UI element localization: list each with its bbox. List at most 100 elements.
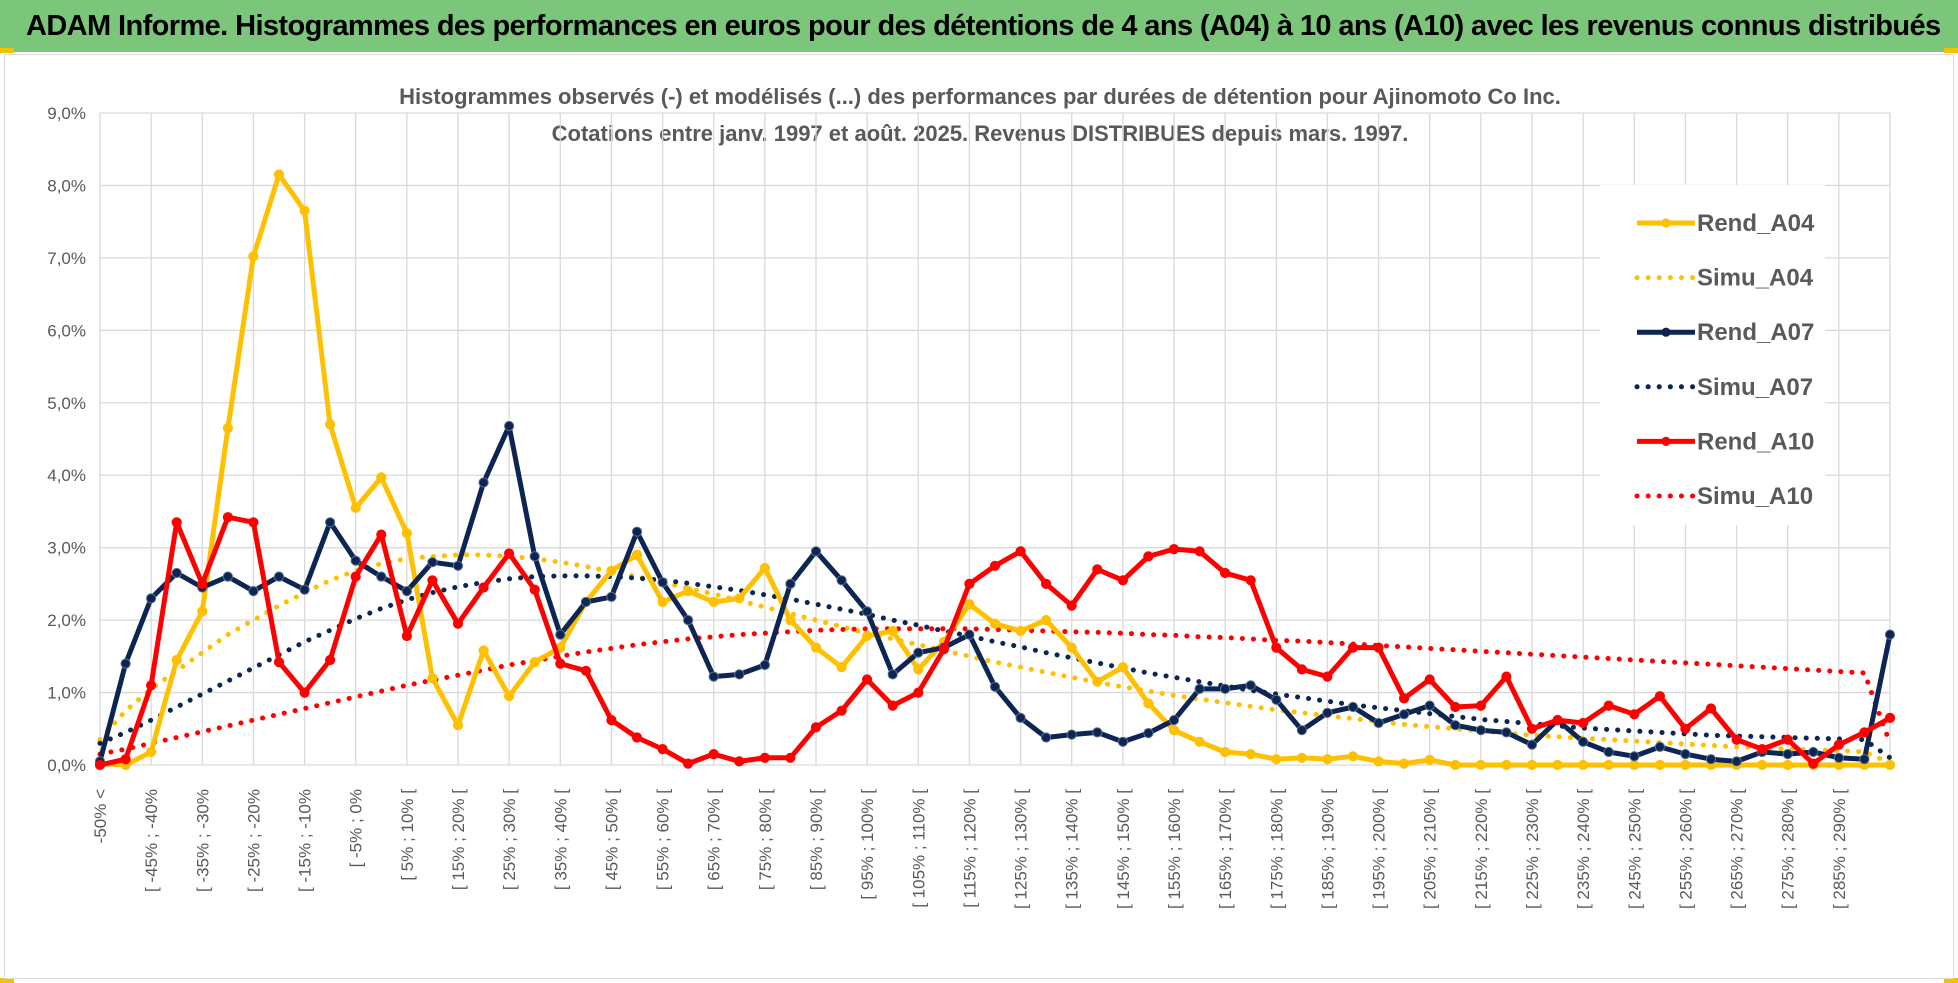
data-point xyxy=(273,169,285,180)
data-point xyxy=(1680,759,1691,771)
x-tick-label: [ 215% ; 220% [ xyxy=(1472,789,1491,909)
data-point xyxy=(401,630,412,642)
chart-area xyxy=(4,54,1954,979)
data-point xyxy=(1757,744,1768,755)
data-point xyxy=(273,657,285,668)
x-tick-label: [ -15% ; -10% xyxy=(296,789,315,892)
x-tick-label: [ -5% ; 0% xyxy=(347,789,366,867)
x-tick-label: [ 275% ; 280% [ xyxy=(1779,789,1798,909)
data-point xyxy=(938,644,950,655)
x-tick-label: [ 55% ; 60% [ xyxy=(654,789,673,890)
data-point xyxy=(708,671,719,682)
data-point xyxy=(1884,712,1896,724)
data-point xyxy=(1475,759,1487,771)
data-point xyxy=(1373,642,1384,653)
data-point xyxy=(631,549,643,561)
legend-box xyxy=(1600,185,1825,525)
data-point xyxy=(1859,727,1870,738)
data-point xyxy=(120,658,131,669)
x-tick-label: [ -45% ; -40% xyxy=(142,789,161,892)
data-point xyxy=(1731,734,1742,745)
data-point xyxy=(887,700,898,711)
data-point xyxy=(1399,693,1410,704)
data-point xyxy=(1117,575,1129,586)
data-point xyxy=(1603,700,1614,711)
x-tick-label: [ 235% ; 240% [ xyxy=(1574,789,1593,909)
data-point xyxy=(913,664,924,675)
data-point xyxy=(631,526,643,537)
x-tick-label: [ 5% ; 10% [ xyxy=(398,789,417,881)
data-point xyxy=(964,599,975,610)
data-point xyxy=(325,419,336,430)
subtitle-backdrop xyxy=(395,76,1565,156)
corner-mark xyxy=(1944,978,1958,983)
y-tick-label: 9,0% xyxy=(47,104,86,123)
data-point xyxy=(862,606,873,617)
legend-label: Simu_A04 xyxy=(1697,265,1814,292)
data-point xyxy=(197,578,208,590)
x-tick-label: [ -25% ; -20% xyxy=(244,789,263,892)
data-point xyxy=(887,625,898,637)
data-point xyxy=(1245,749,1256,760)
data-point xyxy=(1424,700,1435,711)
data-point xyxy=(350,571,361,582)
data-point xyxy=(862,674,873,685)
data-point xyxy=(836,662,847,673)
data-point xyxy=(1450,701,1461,713)
data-point xyxy=(1884,759,1896,771)
data-point xyxy=(1220,683,1231,695)
data-point xyxy=(427,673,438,684)
legend-marker xyxy=(1661,218,1671,228)
data-point xyxy=(1526,723,1538,734)
data-point xyxy=(580,665,592,676)
data-point xyxy=(1603,759,1614,771)
data-point xyxy=(759,659,771,671)
data-point xyxy=(1271,694,1282,705)
data-point xyxy=(1833,739,1845,750)
chart-subtitle: Cotations entre janv. 1997 et août. 2025… xyxy=(552,121,1409,146)
data-point xyxy=(1501,727,1512,738)
data-point xyxy=(1552,759,1563,771)
data-point xyxy=(1117,662,1129,673)
data-point xyxy=(836,575,847,586)
data-point xyxy=(1066,729,1077,740)
data-point xyxy=(708,596,719,608)
data-point xyxy=(1782,734,1793,745)
series-line-simu-a04 xyxy=(97,552,1893,766)
x-tick-label: [ 255% ; 260% [ xyxy=(1676,789,1695,909)
data-point xyxy=(146,746,157,758)
x-tick-label: [ 245% ; 250% [ xyxy=(1625,789,1644,909)
data-point xyxy=(350,502,361,513)
data-point xyxy=(171,517,182,528)
data-point xyxy=(1578,736,1589,747)
data-point xyxy=(1066,642,1077,653)
data-point xyxy=(555,629,566,640)
data-point xyxy=(427,557,438,568)
data-point xyxy=(1296,725,1308,736)
data-point xyxy=(606,591,617,603)
data-point xyxy=(1424,674,1435,685)
y-tick-label: 2,0% xyxy=(47,611,86,630)
data-point xyxy=(1552,715,1563,726)
data-point xyxy=(1399,709,1410,720)
x-tick-label: [ 105% ; 110% [ xyxy=(909,789,928,908)
series-lines xyxy=(94,169,1896,771)
data-point xyxy=(810,722,822,733)
corner-mark xyxy=(1944,48,1958,53)
data-point xyxy=(1526,759,1538,771)
data-point xyxy=(1092,676,1103,687)
data-point xyxy=(376,472,387,483)
data-point xyxy=(1041,615,1052,626)
y-tick-label: 4,0% xyxy=(47,466,86,485)
y-tick-label: 6,0% xyxy=(47,321,86,340)
data-point xyxy=(1245,575,1256,586)
x-tick-label: [ 115% ; 120% [ xyxy=(960,789,979,908)
x-tick-label: [ 85% ; 90% [ xyxy=(807,789,826,890)
legend-label: Simu_A10 xyxy=(1697,483,1813,510)
data-point xyxy=(1782,759,1793,771)
data-point xyxy=(299,205,310,216)
data-point xyxy=(452,560,464,571)
corner-mark xyxy=(0,978,14,983)
